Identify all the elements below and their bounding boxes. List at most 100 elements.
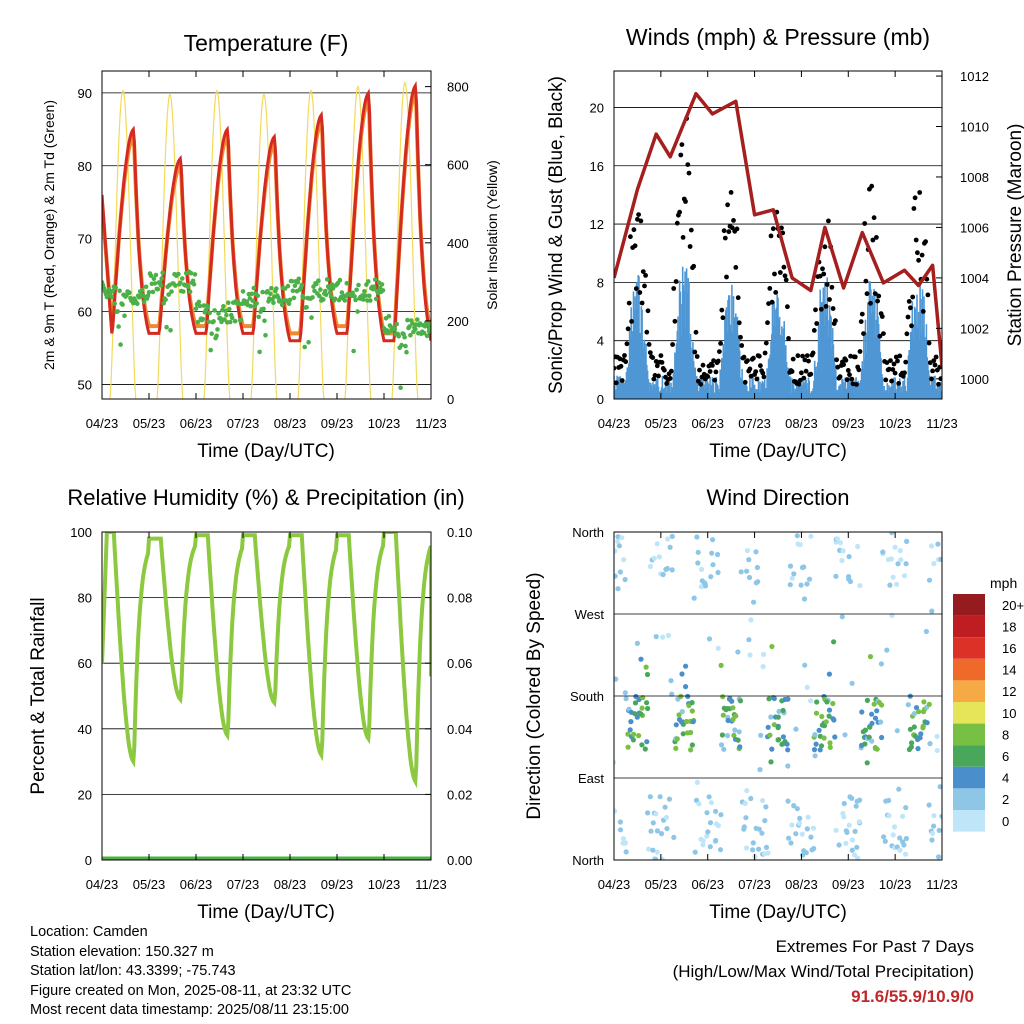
dewpoint-point [229, 315, 235, 321]
direction-point [625, 744, 631, 750]
direction-point [841, 814, 847, 820]
direction-point [786, 835, 792, 841]
dewpoint-point [135, 301, 140, 307]
gust-point [685, 162, 691, 168]
direction-point [882, 838, 888, 844]
gust-point [656, 373, 661, 379]
gust-point [691, 263, 697, 269]
direction-point [887, 582, 893, 588]
gust-point [868, 300, 873, 306]
direction-point [874, 746, 880, 752]
direction-point [657, 794, 663, 800]
temperature-data [102, 80, 431, 399]
gust-point [680, 235, 686, 240]
direction-point [793, 831, 799, 837]
gust-point [718, 341, 723, 346]
direction-point [690, 719, 696, 725]
direction-point [685, 693, 691, 700]
x-tick-label: 07/23 [738, 877, 771, 892]
direction-point [750, 840, 756, 846]
dewpoint-point [178, 280, 183, 286]
direction-point [823, 719, 829, 725]
gust-point [725, 202, 730, 208]
gust-point [731, 218, 736, 223]
y2-tick-label: 1008 [960, 170, 989, 185]
figure-created: Figure created on Mon, 2025-08-11, at 23… [30, 982, 352, 999]
gust-point [859, 311, 865, 317]
dewpoint-point [326, 285, 332, 291]
direction-point [833, 573, 839, 579]
dewpoint-point [367, 293, 372, 299]
direction-point [680, 719, 686, 725]
direction-point [929, 830, 936, 837]
x-tick-label: 09/23 [321, 416, 354, 431]
direction-point [620, 836, 627, 842]
y-tick-label: 40 [78, 722, 92, 737]
gust-point [904, 331, 910, 337]
gust-point [821, 271, 827, 277]
y-tick-label: 0 [597, 392, 604, 407]
direction-point [830, 700, 836, 707]
direction-point [668, 678, 674, 684]
direction-point [841, 800, 847, 807]
dewpoint-point [424, 333, 430, 339]
y-tick-label: 20 [78, 787, 92, 802]
direction-point [796, 820, 803, 826]
direction-point [797, 542, 803, 548]
dewpoint-point [404, 349, 409, 355]
direction-point [862, 727, 869, 733]
direction-point [926, 701, 932, 708]
gust-point [814, 321, 820, 326]
dewpoint-point [120, 302, 125, 307]
direction-point [847, 578, 854, 585]
dewpoint-point [191, 282, 197, 287]
gust-point [767, 286, 773, 291]
dewpoint-point [263, 333, 268, 338]
gust-point [629, 319, 634, 324]
direction-point [763, 804, 769, 810]
direction-ticks: North East South West North 04/23 05/23 06/23 07… [570, 525, 958, 892]
dewpoint-point [306, 340, 311, 345]
direction-point [928, 543, 935, 549]
direction-point [625, 731, 631, 737]
gust-point [644, 329, 650, 335]
dewpoint-point [380, 288, 386, 293]
direction-point [669, 691, 675, 697]
direction-point [813, 741, 819, 747]
direction-point [643, 664, 649, 670]
direction-point [924, 720, 930, 726]
direction-point [742, 800, 748, 807]
dewpoint-point [268, 291, 273, 297]
gust-point [623, 359, 629, 365]
direction-point [720, 694, 726, 700]
station-info: Location: Camden Station elevation: 150.… [30, 923, 351, 1021]
direction-point [617, 827, 624, 833]
direction-point [651, 555, 657, 561]
direction-point [720, 712, 726, 718]
direction-panel: Wind Direction NorthEastSouthWestNorth04… [524, 485, 1024, 923]
direction-point [788, 840, 794, 846]
dewpoint-point [302, 344, 308, 350]
direction-point [903, 851, 909, 857]
gust-point [795, 353, 801, 359]
direction-point [789, 822, 795, 828]
dewpoint-point [402, 334, 407, 340]
direction-point [818, 743, 825, 749]
dewpoint-point [372, 277, 378, 282]
direction-point [869, 711, 875, 717]
dewpoint-point [251, 285, 257, 291]
direction-point [695, 549, 701, 555]
direction-point [663, 814, 670, 821]
y-tick-label: South [570, 689, 604, 704]
gust-point [782, 273, 788, 279]
gust-point [910, 294, 916, 300]
dewpoint-point [256, 314, 262, 320]
y-tick-label: 90 [78, 86, 92, 101]
dewpoint-point [408, 332, 413, 338]
dewpoint-point [211, 319, 216, 324]
y2-tick-label: 1006 [960, 220, 989, 235]
gust-point [734, 226, 740, 232]
direction-point [758, 732, 764, 738]
colorbar-label: 20+ [1002, 598, 1024, 613]
direction-point [938, 556, 942, 562]
